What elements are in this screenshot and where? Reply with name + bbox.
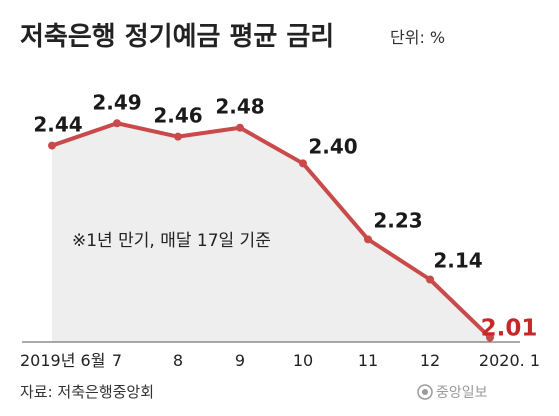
x-tick-label-7: 2020. 1 bbox=[479, 351, 540, 370]
data-label-7: 2.01 bbox=[481, 316, 538, 342]
data-markers bbox=[48, 119, 494, 342]
data-label-0: 2.44 bbox=[33, 113, 82, 137]
source-text: 자료: 저축은행중앙회 bbox=[20, 383, 154, 401]
x-tick-label-6: 12 bbox=[420, 351, 440, 370]
data-label-1: 2.49 bbox=[92, 90, 141, 114]
data-label-5: 2.23 bbox=[373, 208, 422, 232]
data-point-2 bbox=[174, 132, 182, 141]
data-point-6 bbox=[426, 275, 434, 284]
x-tick-labels: 2019년 6월 7 8 9 10 11 12 2020. 1 bbox=[20, 351, 540, 370]
data-point-5 bbox=[364, 235, 372, 244]
x-tick-label-0: 2019년 6월 bbox=[20, 351, 105, 370]
x-tick-label-5: 11 bbox=[358, 351, 378, 370]
data-point-7 bbox=[486, 333, 494, 342]
chart-note: ※1년 만기, 매달 17일 기준 bbox=[72, 231, 271, 251]
chart-title: 저축은행 정기예금 평균 금리 bbox=[20, 22, 334, 52]
data-label-2: 2.46 bbox=[153, 104, 202, 128]
x-tick-label-3: 9 bbox=[235, 351, 245, 370]
data-label-6: 2.14 bbox=[433, 249, 482, 273]
data-point-3 bbox=[236, 123, 244, 132]
joongang-logo-icon bbox=[417, 384, 433, 400]
series-line bbox=[51, 121, 492, 339]
x-tick-label-2: 8 bbox=[173, 351, 183, 370]
data-label-4: 2.40 bbox=[308, 134, 357, 158]
data-point-0 bbox=[48, 141, 56, 150]
unit-label: 단위: % bbox=[390, 28, 445, 47]
data-labels: 2.44 2.49 2.46 2.48 2.40 2.23 2.14 2.01 bbox=[33, 90, 537, 341]
data-point-4 bbox=[299, 159, 307, 168]
x-tick-label-1: 7 bbox=[112, 351, 122, 370]
area-fill bbox=[52, 123, 490, 342]
logo-text: 중앙일보 bbox=[436, 385, 488, 401]
data-point-1 bbox=[113, 119, 121, 128]
data-label-3: 2.48 bbox=[215, 95, 264, 119]
x-tick-label-4: 10 bbox=[293, 351, 313, 370]
